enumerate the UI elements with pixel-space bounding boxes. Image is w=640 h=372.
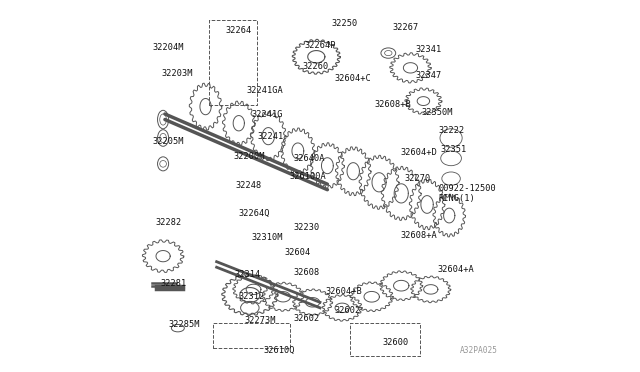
Text: 32260: 32260 [302,61,328,71]
Text: 32222: 32222 [438,126,465,135]
Text: 32204M: 32204M [152,43,184,52]
Text: 32608+A: 32608+A [401,231,437,240]
Text: 32604+D: 32604+D [401,148,437,157]
Text: 32250: 32250 [331,19,357,28]
Text: 32285M: 32285M [168,320,200,329]
Text: 32341: 32341 [415,45,442,54]
Text: 32205M: 32205M [152,137,184,146]
Text: 32241G: 32241G [252,109,283,119]
Text: 32604+C: 32604+C [334,74,371,83]
Text: 32264Q: 32264Q [238,209,269,218]
Text: 32604+B: 32604+B [326,287,362,296]
Text: 32314: 32314 [234,270,260,279]
Text: 32248: 32248 [235,182,261,190]
Text: 32200M: 32200M [233,152,265,161]
Text: 32312: 32312 [238,292,264,301]
Text: 32230: 32230 [293,223,319,232]
Text: 32604: 32604 [285,248,311,257]
Text: 32640A: 32640A [293,154,325,163]
Text: 32264P: 32264P [305,41,336,50]
Text: 32604+A: 32604+A [437,264,474,273]
Text: 32203M: 32203M [162,69,193,78]
Text: 32241: 32241 [257,132,284,141]
Text: 32347: 32347 [415,71,442,80]
Text: 32241GA: 32241GA [246,86,283,94]
Text: 32602: 32602 [334,306,360,315]
Text: A32PA025: A32PA025 [460,346,499,355]
Text: 00922-12500
RING(1): 00922-12500 RING(1) [438,184,496,203]
Text: 326100A: 326100A [290,172,326,181]
Text: 32270: 32270 [404,174,431,183]
Text: 32600: 32600 [382,339,408,347]
Text: 32610Q: 32610Q [264,346,296,355]
Text: 32608+B: 32608+B [374,100,412,109]
Text: 32267: 32267 [392,23,419,32]
Text: 32264: 32264 [226,26,252,35]
Text: 32602: 32602 [293,314,319,323]
Text: 32281: 32281 [161,279,187,288]
Text: 32310M: 32310M [252,233,283,242]
Text: 32273M: 32273M [244,316,276,325]
Text: 32282: 32282 [156,218,182,227]
Text: 32351: 32351 [440,145,467,154]
Text: 32350M: 32350M [422,108,453,117]
Text: 32608: 32608 [293,268,319,277]
